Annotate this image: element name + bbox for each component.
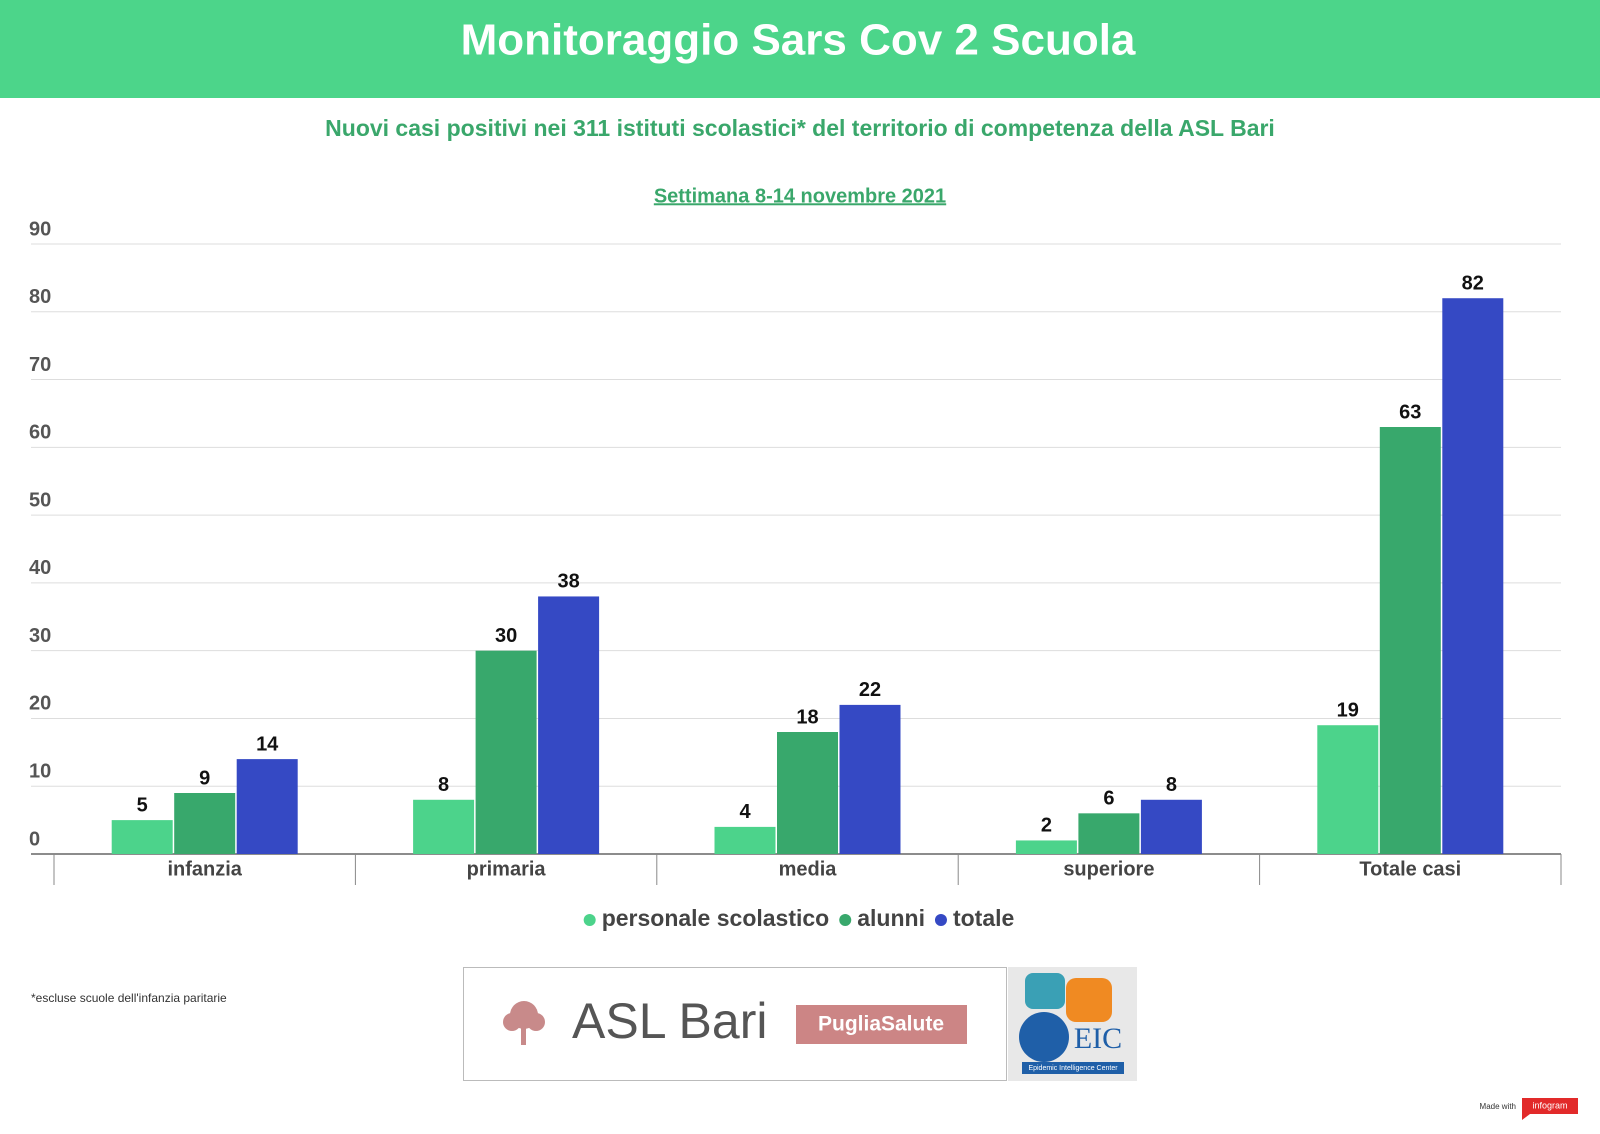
logo-puglia-text: PugliaSalute (818, 1013, 944, 1036)
value-label: 8 (438, 774, 449, 796)
legend-label: totale (953, 905, 1014, 931)
logo-eic-text: EIC (1074, 1022, 1122, 1055)
value-label: 6 (1103, 788, 1114, 810)
y-tick-label: 60 (29, 422, 51, 444)
y-tick-label: 40 (29, 557, 51, 579)
y-tick-label: 30 (29, 625, 51, 647)
eic-icon (1019, 1012, 1069, 1062)
y-tick-label: 10 (29, 761, 51, 783)
bar (839, 704, 901, 854)
value-label: 5 (137, 794, 148, 816)
value-label: 82 (1462, 273, 1484, 295)
y-tick-label: 80 (29, 286, 51, 308)
y-tick-label: 50 (29, 489, 51, 511)
bar (475, 650, 537, 854)
value-label: 9 (199, 767, 210, 789)
bar (236, 759, 298, 854)
x-tick-label: infanzia (167, 858, 242, 880)
bar (538, 596, 600, 854)
eic-caption-box (1022, 1062, 1124, 1074)
logo-puglia-box (796, 1005, 967, 1044)
tree-icon (503, 1001, 545, 1045)
bar (1015, 840, 1077, 854)
footnote: *escluse scuole dell'infanzia paritarie (31, 991, 227, 1005)
value-label: 19 (1337, 700, 1359, 722)
value-label: 38 (557, 571, 579, 593)
legend-item: totale (934, 905, 1014, 931)
value-label: 22 (859, 679, 881, 701)
value-label: 18 (796, 706, 818, 728)
subtitle: Nuovi casi positivi nei 311 istituti sco… (325, 115, 1275, 141)
y-tick-label: 70 (29, 354, 51, 376)
value-label: 8 (1166, 774, 1177, 796)
legend-swatch (839, 914, 852, 926)
eic-icon (1066, 978, 1112, 1022)
legend-label: personale scolastico (602, 905, 830, 931)
bar (1442, 298, 1504, 854)
x-tick-label: primaria (467, 858, 547, 880)
bar (714, 826, 776, 854)
made-with: Made with (1480, 1102, 1516, 1111)
value-label: 4 (739, 801, 751, 823)
legend-item: personale scolastico (583, 905, 830, 931)
eic-caption: Epidemic Intelligence Center (1028, 1065, 1118, 1072)
x-tick-label: superiore (1063, 858, 1154, 880)
legend-swatch (934, 914, 947, 926)
bar (111, 820, 173, 854)
legend-label: alunni (857, 905, 925, 931)
y-tick-label: 20 (29, 693, 51, 715)
x-tick-label: media (779, 858, 838, 880)
value-label: 30 (495, 625, 517, 647)
brand: infogram (1532, 1100, 1567, 1110)
legend: personale scolastico alunni totale (583, 905, 1014, 931)
eic-icon (1025, 973, 1065, 1009)
header-band (0, 0, 1600, 98)
value-label: 14 (256, 733, 279, 755)
value-label: 63 (1399, 401, 1421, 423)
y-tick-label: 0 (29, 828, 40, 850)
bar (1379, 427, 1441, 854)
bar (1078, 813, 1140, 854)
y-tick-label: 90 (29, 218, 51, 240)
chart-title: Monitoraggio Sars Cov 2 Scuola (461, 16, 1136, 65)
legend-swatch (583, 914, 596, 926)
bar (413, 799, 475, 854)
period: Settimana 8-14 novembre 2021 (654, 185, 946, 207)
logo-asl-text: ASL Bari (572, 993, 767, 1049)
bar (1140, 799, 1202, 854)
value-label: 2 (1041, 815, 1052, 837)
x-tick-label: Totale casi (1359, 858, 1461, 880)
brand-badge (1522, 1098, 1578, 1120)
legend-item: alunni (839, 905, 925, 931)
bar (777, 732, 838, 854)
bar (1317, 725, 1379, 854)
plot: 0 10 20 30 40 50 60 70 80 90 infanzia 5 9 14 primaria 8… (29, 218, 1562, 885)
bar (174, 793, 236, 854)
